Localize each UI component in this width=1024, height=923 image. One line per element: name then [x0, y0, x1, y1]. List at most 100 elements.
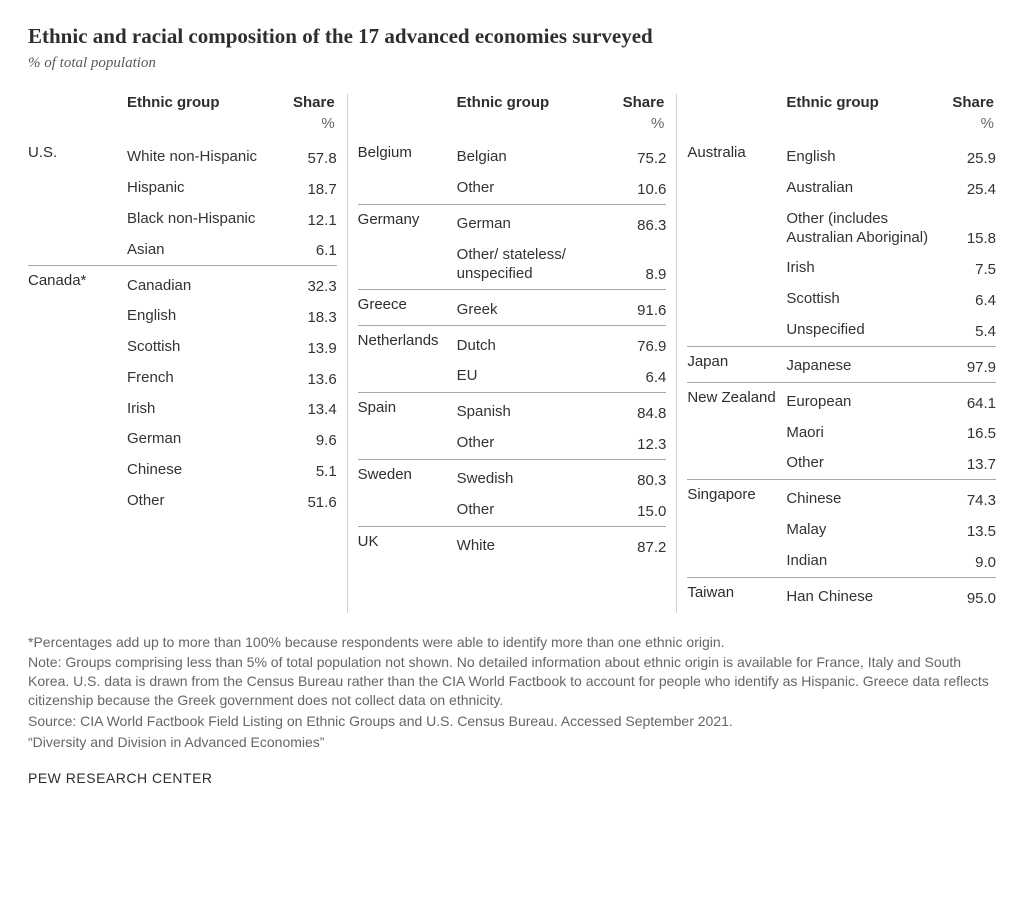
column-header: Ethnic groupShare	[687, 94, 996, 111]
country-label	[358, 447, 453, 453]
ethnic-group: Chinese	[782, 490, 942, 509]
column-header: Ethnic groupShare	[28, 94, 337, 111]
table-row: U.S.White non-Hispanic57.8	[28, 138, 337, 173]
country-label	[687, 467, 782, 473]
table-row: German9.6	[28, 424, 337, 455]
footnote-source: Source: CIA World Factbook Field Listing…	[28, 712, 996, 731]
share-value: 97.9	[942, 359, 996, 376]
unit-label: %	[942, 115, 996, 132]
table-row: Other51.6	[28, 486, 337, 517]
share-value: 13.6	[283, 371, 337, 388]
table-row: Australian25.4	[687, 173, 996, 204]
ethnic-group: English	[123, 307, 283, 326]
table-row: Other13.7	[687, 448, 996, 479]
ethnic-group: Dutch	[453, 337, 613, 356]
share-value: 91.6	[612, 302, 666, 319]
country-label	[28, 223, 123, 229]
share-value: 86.3	[612, 217, 666, 234]
share-value: 76.9	[612, 338, 666, 355]
share-value: 16.5	[942, 425, 996, 442]
ethnic-group: Irish	[123, 400, 283, 419]
table-row: Asian6.1	[28, 235, 337, 266]
ethnic-group: Scottish	[123, 338, 283, 357]
header-share: Share	[612, 94, 666, 111]
ethnic-group: Other	[782, 454, 942, 473]
table-row: EU6.4	[358, 361, 667, 392]
table-row: Hispanic18.7	[28, 173, 337, 204]
share-value: 74.3	[942, 492, 996, 509]
country-label	[28, 443, 123, 449]
table-row: Indian9.0	[687, 546, 996, 577]
country-label: UK	[358, 533, 453, 556]
table-row: Maori16.5	[687, 418, 996, 449]
country-label: Greece	[358, 296, 453, 319]
ethnic-group: German	[453, 215, 613, 234]
ethnic-group: English	[782, 148, 942, 167]
share-value: 5.1	[283, 463, 337, 480]
share-value: 15.0	[612, 503, 666, 520]
unit-row: %	[28, 115, 337, 132]
share-value: 64.1	[942, 395, 996, 412]
ethnic-group: White	[453, 537, 613, 556]
share-value: 13.4	[283, 401, 337, 418]
table-row: BelgiumBelgian75.2	[358, 138, 667, 173]
ethnic-group: Chinese	[123, 461, 283, 480]
org-name: PEW RESEARCH CENTER	[28, 770, 996, 786]
table-row: SingaporeChinese74.3	[687, 479, 996, 515]
share-value: 9.0	[942, 554, 996, 571]
table-row: French13.6	[28, 363, 337, 394]
table-row: Other/ stateless/ unspecified8.9	[358, 240, 667, 290]
share-value: 12.1	[283, 212, 337, 229]
ethnic-group: Other	[123, 492, 283, 511]
ethnic-group: Other/ stateless/ unspecified	[453, 246, 613, 284]
table-row: Scottish13.9	[28, 332, 337, 363]
table-row: SwedenSwedish80.3	[358, 459, 667, 495]
ethnic-group: Han Chinese	[782, 588, 942, 607]
ethnic-group: Australian	[782, 179, 942, 198]
share-value: 15.8	[942, 230, 996, 247]
country-label	[687, 303, 782, 309]
table-row: AustraliaEnglish25.9	[687, 138, 996, 173]
ethnic-group: Other	[453, 179, 613, 198]
ethnic-group: French	[123, 369, 283, 388]
footnote-report: “Diversity and Division in Advanced Econ…	[28, 733, 996, 752]
table-row: UKWhite87.2	[358, 526, 667, 562]
country-label	[687, 334, 782, 340]
ethnic-group: Other (includes Australian Aboriginal)	[782, 210, 942, 248]
header-share: Share	[942, 94, 996, 111]
table-row: TaiwanHan Chinese95.0	[687, 577, 996, 613]
ethnic-group: Unspecified	[782, 321, 942, 340]
country-label: Spain	[358, 399, 453, 422]
share-value: 18.7	[283, 181, 337, 198]
unit-label: %	[283, 115, 337, 132]
column-header: Ethnic groupShare	[358, 94, 667, 111]
share-value: 7.5	[942, 261, 996, 278]
share-value: 13.9	[283, 340, 337, 357]
country-label	[28, 382, 123, 388]
country-label	[687, 534, 782, 540]
share-value: 6.4	[942, 292, 996, 309]
table-row: JapanJapanese97.9	[687, 346, 996, 382]
country-label	[28, 192, 123, 198]
country-label: Singapore	[687, 486, 782, 509]
share-value: 6.4	[612, 369, 666, 386]
share-value: 80.3	[612, 472, 666, 489]
table-row: Chinese5.1	[28, 455, 337, 486]
table-row: Canada*Canadian32.3	[28, 265, 337, 301]
table-row: NetherlandsDutch76.9	[358, 325, 667, 361]
share-value: 84.8	[612, 405, 666, 422]
table-row: Unspecified5.4	[687, 315, 996, 346]
ethnic-group: Black non-Hispanic	[123, 210, 283, 229]
ethnic-group: Canadian	[123, 277, 283, 296]
unit-row: %	[358, 115, 667, 132]
share-value: 13.7	[942, 456, 996, 473]
table-row: New ZealandEuropean64.1	[687, 382, 996, 418]
page-subtitle: % of total population	[28, 55, 996, 72]
table-row: Other15.0	[358, 495, 667, 526]
country-label	[28, 412, 123, 418]
share-value: 9.6	[283, 432, 337, 449]
ethnic-group: Asian	[123, 241, 283, 260]
table-row: GreeceGreek91.6	[358, 289, 667, 325]
unit-label: %	[612, 115, 666, 132]
country-label: New Zealand	[687, 389, 782, 412]
